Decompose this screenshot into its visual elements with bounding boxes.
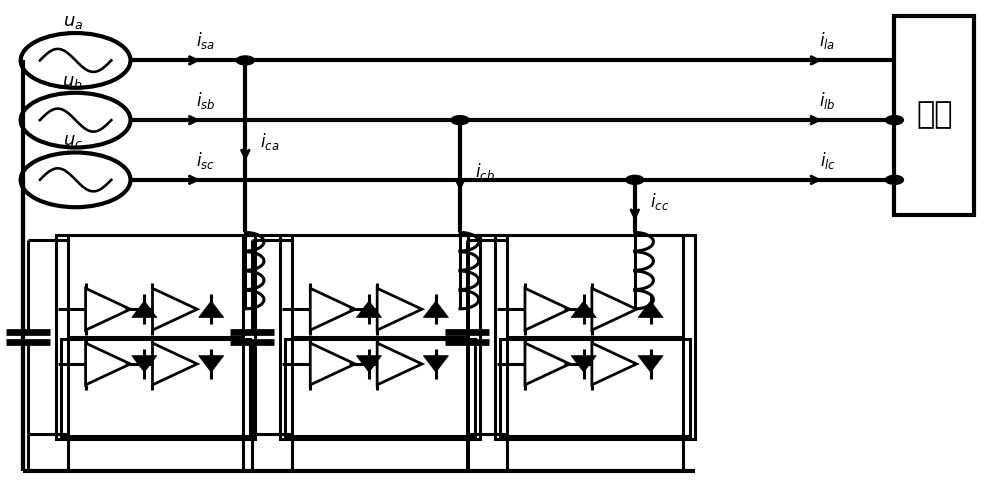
Circle shape <box>626 175 644 184</box>
Bar <box>500 339 690 436</box>
Text: $u_b$: $u_b$ <box>62 73 83 91</box>
Polygon shape <box>571 356 596 372</box>
Polygon shape <box>199 356 224 372</box>
Text: $i_{ca}$: $i_{ca}$ <box>260 131 280 152</box>
Polygon shape <box>423 356 448 372</box>
Polygon shape <box>356 356 382 372</box>
Text: $i_{sb}$: $i_{sb}$ <box>196 90 216 111</box>
Polygon shape <box>199 301 224 317</box>
Bar <box>894 15 974 215</box>
Text: $i_{cc}$: $i_{cc}$ <box>650 191 669 212</box>
Text: 负载: 负载 <box>916 101 953 130</box>
Circle shape <box>885 116 903 125</box>
Text: $u_c$: $u_c$ <box>63 132 83 151</box>
Text: $i_{sa}$: $i_{sa}$ <box>196 30 215 51</box>
Text: $i_{la}$: $i_{la}$ <box>819 30 836 51</box>
Bar <box>280 235 480 439</box>
Text: $i_{lc}$: $i_{lc}$ <box>820 150 836 171</box>
Bar <box>56 235 255 439</box>
Bar <box>495 235 695 439</box>
Circle shape <box>885 175 903 184</box>
Circle shape <box>451 116 469 125</box>
Text: $u_a$: $u_a$ <box>63 13 83 31</box>
Circle shape <box>236 56 254 65</box>
Polygon shape <box>132 301 157 317</box>
Polygon shape <box>638 301 663 317</box>
Polygon shape <box>423 301 448 317</box>
Text: $i_{lb}$: $i_{lb}$ <box>819 90 836 111</box>
Polygon shape <box>132 356 157 372</box>
Polygon shape <box>571 301 596 317</box>
Bar <box>61 339 250 436</box>
Text: $i_{sc}$: $i_{sc}$ <box>196 150 215 171</box>
Bar <box>285 339 475 436</box>
Text: $i_{cb}$: $i_{cb}$ <box>475 161 495 182</box>
Polygon shape <box>356 301 382 317</box>
Polygon shape <box>638 356 663 372</box>
